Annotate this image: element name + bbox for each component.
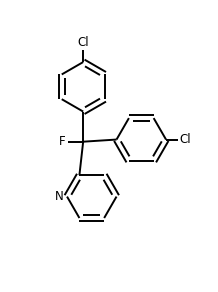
Text: Cl: Cl [179,133,191,146]
Text: Cl: Cl [77,36,89,49]
Text: F: F [59,135,66,148]
Text: N: N [55,190,64,203]
